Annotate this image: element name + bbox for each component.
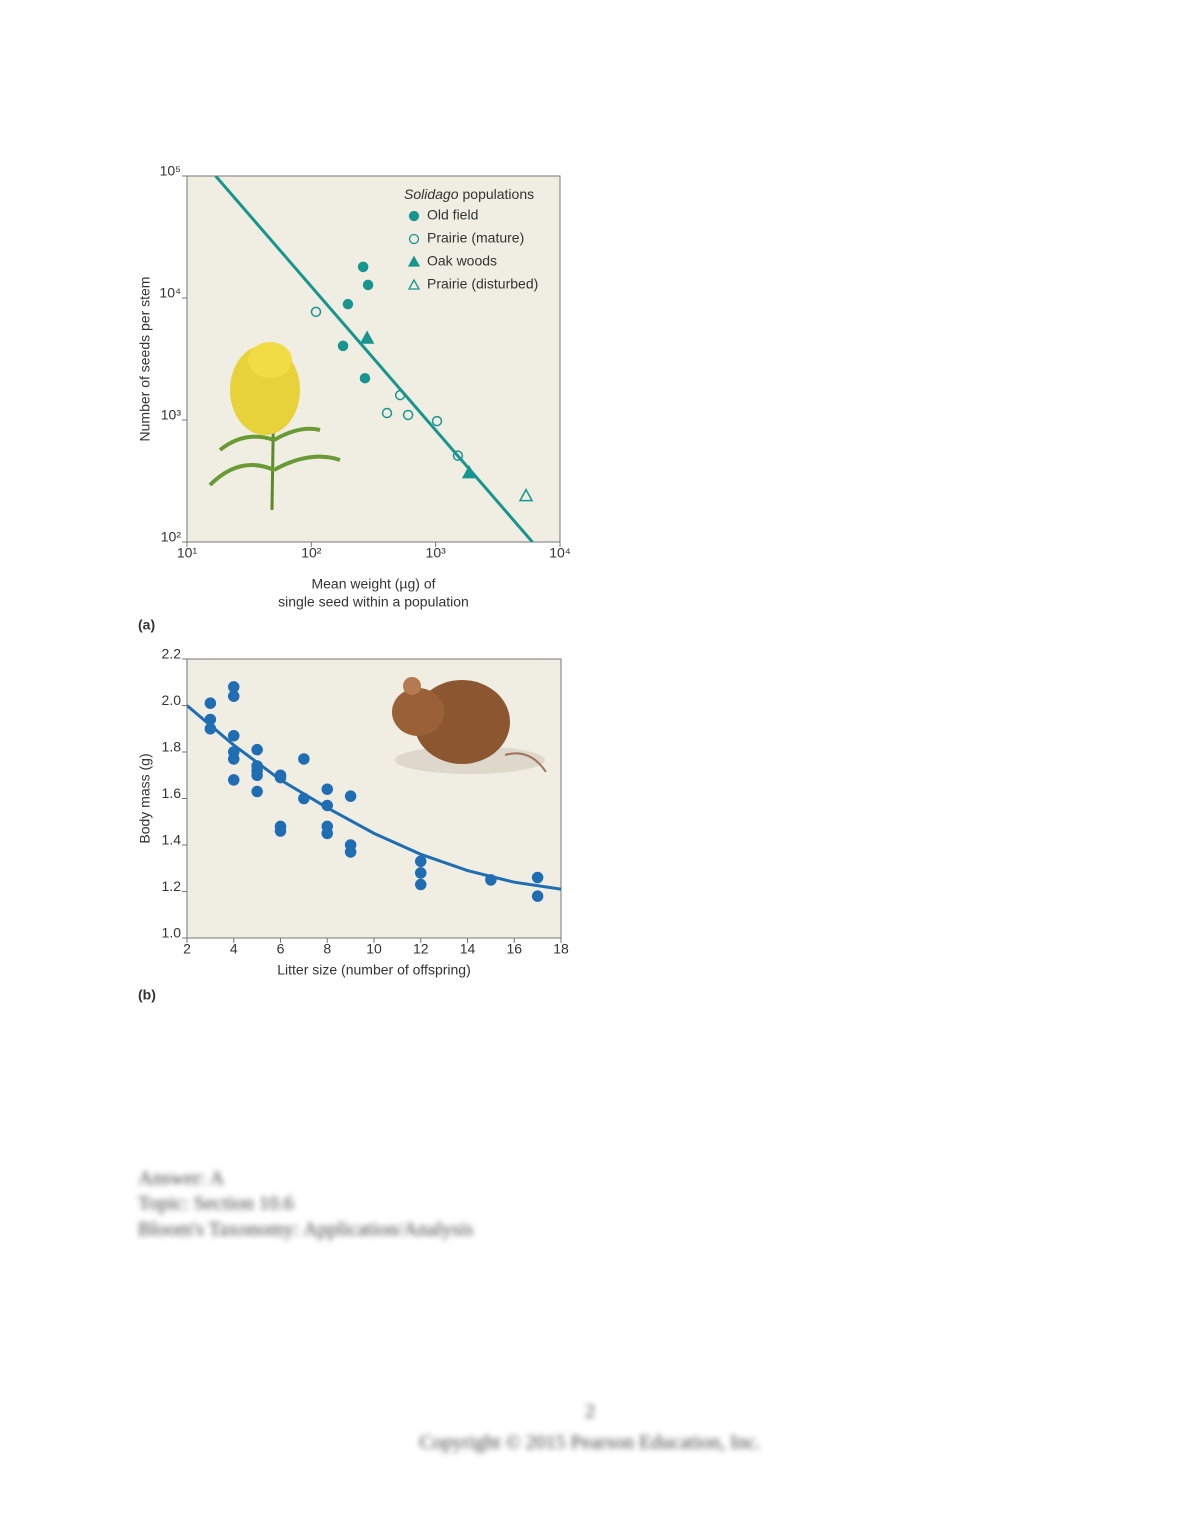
data-point	[298, 792, 310, 805]
panel-label: (b)	[138, 987, 156, 1003]
y-tick-label: 1.0	[162, 925, 182, 941]
y-tick-label: 1.4	[162, 832, 182, 848]
legend-marker	[407, 278, 421, 290]
y-tick-label: 10⁴	[159, 285, 181, 301]
data-point	[531, 890, 544, 902]
data-point	[362, 279, 374, 291]
x-tick-label: 10	[366, 941, 382, 957]
data-point	[204, 713, 217, 726]
legend-marker	[408, 233, 420, 245]
data-point	[321, 783, 333, 795]
x-axis-label: single seed within a population	[278, 594, 469, 610]
legend-title-part: Solidago	[404, 186, 459, 202]
data-point	[228, 690, 240, 702]
x-tick-label: 10⁴	[549, 545, 571, 561]
data-point	[518, 488, 534, 502]
legend-title-part: populations	[463, 186, 535, 202]
x-tick-label: 10²	[301, 545, 322, 561]
data-point	[344, 790, 357, 802]
x-tick-label: 2	[183, 941, 191, 957]
data-point	[251, 769, 263, 781]
data-point	[452, 450, 464, 461]
plot-area	[186, 658, 562, 939]
legend-label: Old field	[427, 207, 478, 223]
x-tick-label: 16	[506, 941, 522, 957]
data-point	[274, 771, 287, 784]
data-point	[204, 723, 217, 735]
y-tick-label: 10²	[161, 529, 182, 545]
y-tick-label: 1.6	[162, 785, 182, 801]
data-point	[402, 409, 414, 421]
data-point	[344, 846, 357, 858]
legend-label: Prairie (disturbed)	[427, 276, 538, 292]
y-axis-label: Number of seeds per stem	[137, 277, 153, 442]
data-point	[531, 871, 544, 884]
data-point	[298, 753, 310, 765]
data-point	[310, 306, 322, 318]
data-point	[228, 729, 240, 742]
x-tick-label: 4	[230, 941, 238, 957]
legend-label: Prairie (mature)	[427, 230, 524, 246]
data-point	[431, 415, 443, 427]
data-point	[228, 753, 240, 765]
footer-bloom: Bloom's Taxonomy: Application/Analysis	[138, 1219, 473, 1241]
x-tick-label: 10¹	[177, 545, 198, 561]
data-point	[415, 867, 427, 879]
footer-page-number: 2	[585, 1401, 595, 1423]
data-point	[342, 298, 354, 310]
y-tick-label: 10⁵	[160, 163, 181, 179]
data-point	[394, 389, 406, 401]
y-tick-label: 1.8	[162, 739, 182, 755]
x-tick-label: 12	[413, 941, 429, 957]
x-tick-label: 6	[277, 941, 285, 957]
x-tick-label: 8	[323, 941, 331, 957]
x-axis-label: Mean weight (µg) of	[311, 576, 435, 592]
fit-line	[187, 704, 561, 891]
data-point	[251, 785, 263, 798]
data-point	[381, 407, 393, 419]
legend-marker	[408, 210, 420, 222]
footer-copyright: Copyright © 2015 Pearson Education, Inc.	[419, 1432, 760, 1454]
data-point	[415, 855, 427, 868]
legend-label: Oak woods	[427, 253, 497, 269]
data-point	[228, 774, 240, 786]
y-axis-label: Body mass (g)	[137, 753, 153, 843]
y-tick-label: 2.0	[162, 692, 182, 708]
data-point	[359, 372, 371, 384]
y-tick-label: 2.2	[162, 646, 182, 662]
data-point	[485, 874, 497, 886]
x-tick-label: 18	[553, 941, 569, 957]
data-point	[274, 825, 287, 837]
data-point	[357, 261, 369, 273]
mouse-illustration	[392, 677, 547, 774]
legend-marker	[407, 255, 421, 267]
data-point	[337, 340, 349, 352]
data-point	[359, 330, 375, 344]
goldenrod-illustration	[208, 342, 341, 511]
x-tick-label: 10³	[426, 545, 447, 561]
data-point	[321, 799, 333, 812]
data-point	[321, 827, 333, 840]
data-point	[251, 743, 263, 756]
fit-line	[214, 176, 534, 542]
legend-title: Solidago populations	[404, 186, 534, 202]
footer-topic: Topic: Section 10.6	[138, 1193, 294, 1215]
data-point	[461, 465, 477, 479]
y-tick-label: 10³	[161, 407, 182, 423]
data-point	[415, 878, 427, 891]
footer-answer: Answer: A	[138, 1168, 225, 1190]
y-tick-label: 1.2	[162, 878, 182, 894]
x-tick-label: 14	[460, 941, 476, 957]
panel-label: (a)	[138, 617, 155, 633]
data-point	[228, 681, 240, 693]
x-axis-label: Litter size (number of offspring)	[277, 962, 471, 978]
data-point	[204, 697, 217, 709]
